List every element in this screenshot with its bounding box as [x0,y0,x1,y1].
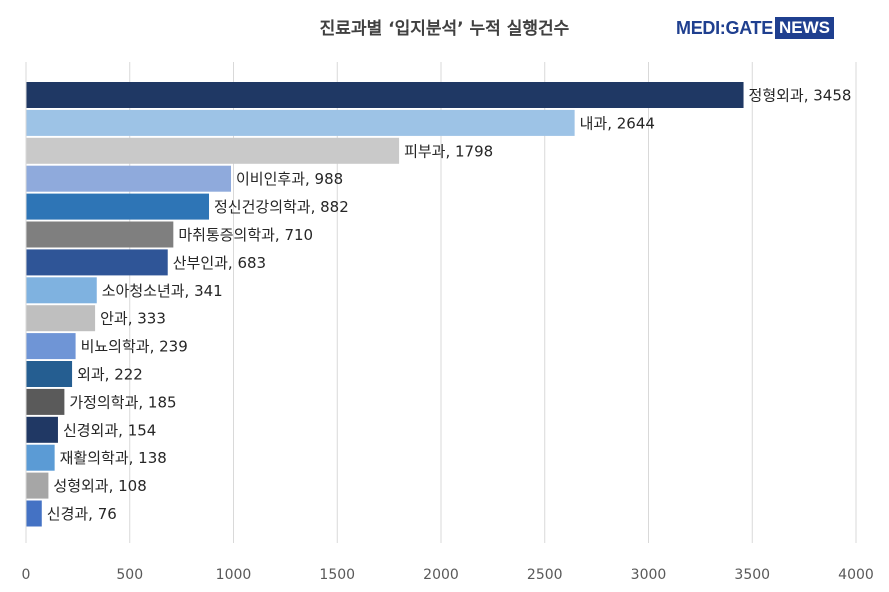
x-tick-label: 3500 [734,567,770,583]
bar-data-label: 소아청소년과, 341 [102,282,223,300]
x-tick-label: 3000 [631,567,667,583]
chart-title: 진료과별 ‘입지분석’ 누적 실행건수 [319,19,570,39]
x-tick-label: 1500 [319,567,355,583]
bar [26,500,42,527]
bar-data-label: 피부과, 1798 [404,142,493,160]
bar [26,277,97,304]
bar-data-label: 정형외과, 3458 [749,87,852,105]
bar [26,82,744,108]
x-tick-label: 0 [22,567,31,583]
bar [26,221,174,248]
bar [26,388,65,415]
bar [26,444,55,471]
x-tick-label: 1000 [216,567,252,583]
bar-data-label: 비뇨의학과, 239 [81,338,188,356]
bar [26,193,210,220]
medigate-news-logo: MEDI:GATE NEWS [676,17,834,39]
bar-data-label: 신경외과, 154 [63,421,156,439]
x-tick-label: 4000 [838,567,874,583]
bar [26,333,76,360]
bar [26,361,73,387]
x-tick-label: 2500 [527,567,563,583]
bar [26,472,49,499]
x-tick-label: 2000 [423,567,459,583]
bar-data-label: 가정의학과, 185 [69,393,176,411]
bar-data-label: 이비인후과, 988 [236,170,343,188]
logo-main-text: MEDI:GATE [676,17,773,38]
bar-data-label: 신경과, 76 [47,505,117,523]
bar [26,249,168,276]
bar [26,137,400,164]
bar-data-label: 산부인과, 683 [173,254,266,272]
bar-data-label: 정신건강의학과, 882 [214,198,349,216]
bar [26,305,96,332]
bar [26,165,232,192]
logo-news-badge: NEWS [774,17,834,39]
bar-data-label: 성형외과, 108 [53,477,146,495]
x-tick-label: 500 [116,567,143,583]
bar-data-label: 외과, 222 [77,366,143,384]
bar-data-label: 안과, 333 [100,310,166,328]
bar [26,109,575,136]
bar-data-label: 내과, 2644 [580,114,655,132]
bar-data-label: 재활의학과, 138 [60,449,167,467]
bar [26,416,58,443]
bar-data-label: 마취통증의학과, 710 [178,226,313,244]
